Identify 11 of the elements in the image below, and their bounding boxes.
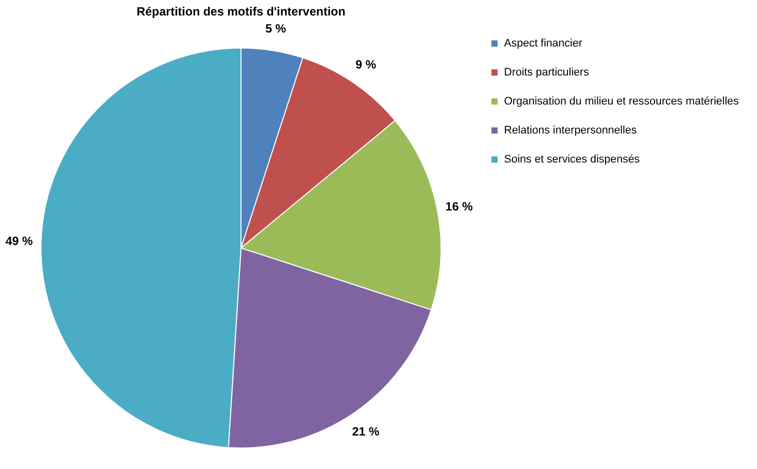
data-label: 9 % (355, 57, 376, 72)
data-label: 49 % (5, 234, 34, 248)
legend-label: Droits particuliers (504, 66, 590, 78)
data-label: 5 % (265, 22, 286, 36)
legend-label: Organisation du milieu et ressources matérielles (504, 96, 740, 108)
legend-label: Relations interpersonnelles (504, 124, 638, 136)
legend-label: Soins et services dispensés (504, 154, 640, 166)
chart-title: Répartition des motifs d'intervention (136, 4, 346, 19)
data-label: 21 % (352, 424, 380, 439)
legend-label: Aspect financier (504, 38, 583, 50)
data-label: 16 % (445, 199, 474, 214)
